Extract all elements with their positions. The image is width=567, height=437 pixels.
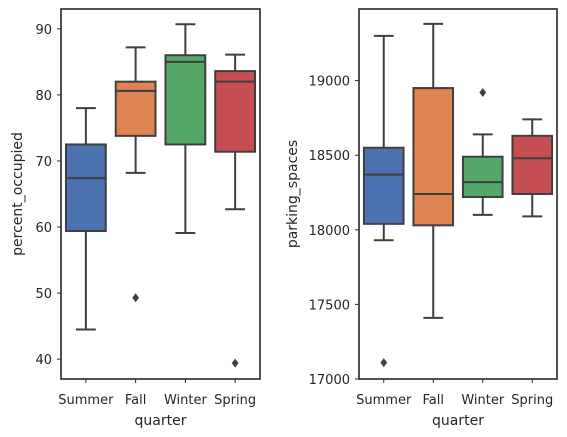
iqr-box-winter xyxy=(164,54,207,146)
x-axis-label: quarter xyxy=(432,413,484,429)
iqr-box-spring xyxy=(511,134,554,195)
box-fall xyxy=(412,22,455,319)
x-tick-label-summer: Summer xyxy=(58,393,114,408)
y-tick-label-18000: 18000 xyxy=(309,224,350,239)
box-summer xyxy=(362,34,405,368)
iqr-box-fall xyxy=(114,80,157,137)
x-tick-label-spring: Spring xyxy=(214,393,256,408)
x-tick-label-fall: Fall xyxy=(423,393,444,408)
iqr-box-spring xyxy=(214,70,257,153)
y-tick-label-50: 50 xyxy=(35,287,52,302)
x-tick-label-fall: Fall xyxy=(125,393,146,408)
x-tick-label-winter: Winter xyxy=(461,393,505,408)
left-boxplot-panel: 40 50 60 70 80 90 Summer Fall Winter Spring quarte… xyxy=(10,8,261,429)
y-axis-label: parking_spaces xyxy=(285,140,301,248)
iqr-box-summer xyxy=(64,143,107,232)
y-tick-label-90: 90 xyxy=(35,23,52,38)
box-spring xyxy=(214,53,257,368)
outlier-spring-0 xyxy=(231,358,239,368)
y-tick-label-17500: 17500 xyxy=(309,298,350,313)
y-tick-label-70: 70 xyxy=(35,155,52,170)
box-winter xyxy=(164,23,207,234)
box-fall xyxy=(114,46,157,303)
iqr-box-fall xyxy=(412,87,455,227)
right-boxplot-panel: 17000 17500 18000 18500 19000 Summer Fall Winte… xyxy=(285,8,558,429)
iqr-box-summer xyxy=(362,146,405,225)
outlier-summer-0 xyxy=(380,358,388,368)
x-tick-label-spring: Spring xyxy=(511,393,553,408)
box-summer xyxy=(64,107,107,331)
x-tick-label-summer: Summer xyxy=(356,393,412,408)
y-tick-label-18500: 18500 xyxy=(309,149,350,164)
x-axis-label: quarter xyxy=(135,413,187,429)
y-tick-label-60: 60 xyxy=(35,221,52,236)
y-tick-label-80: 80 xyxy=(35,89,52,104)
iqr-box-winter xyxy=(461,155,504,198)
y-axis-label: percent_occupied xyxy=(10,132,26,256)
plot-frame xyxy=(358,8,558,380)
plot-frame xyxy=(60,8,261,380)
x-tick-label-winter: Winter xyxy=(164,393,208,408)
y-tick-label-17000: 17000 xyxy=(309,373,350,388)
box-winter xyxy=(461,88,504,216)
y-tick-label-19000: 19000 xyxy=(309,75,350,90)
outlier-winter-0 xyxy=(479,88,487,98)
outlier-fall-0 xyxy=(132,293,139,303)
y-tick-label-40: 40 xyxy=(35,353,52,368)
box-spring xyxy=(511,118,554,218)
